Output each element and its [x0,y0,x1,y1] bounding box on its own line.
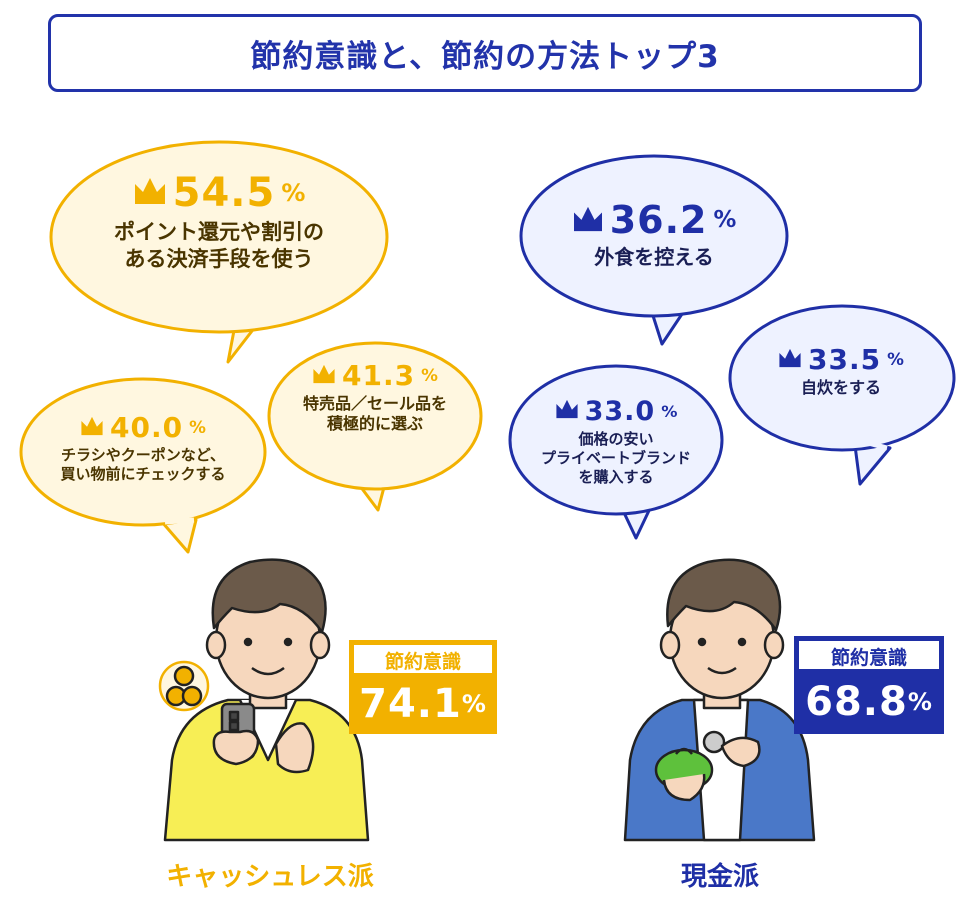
cash-badge-value: 68.8% [805,679,933,725]
percentage-value: 41.3 [342,359,416,392]
cashless-item-3: 40.0% チラシやクーポンなど、 買い物前にチェックする [36,410,250,484]
item-label: チラシやクーポンなど、 [61,445,225,464]
crown-icon [133,168,167,219]
cashless-group-label: キャッシュレス派 [166,862,374,892]
cash-group-label: 現金派 [680,862,759,892]
cashless-badge-value: 74.1% [359,681,487,727]
percentage-value: 36.2 [609,198,708,242]
cash-item-3: 33.0% 価格の安い プライベートブランド を購入する [522,395,710,487]
percentage-value: 33.5 [808,343,882,376]
cashless-item-1: 54.5% ポイント還元や割引の ある決済手段を使う [79,168,359,273]
item-label: ポイント還元や割引の [114,220,324,245]
cashless-awareness-badge [349,640,497,734]
bubble-cash-3 [508,364,724,540]
percentage-value: 54.5 [172,170,276,216]
cash-item-1: 36.2% 外食を控える [540,196,768,270]
item-label: 外食を控える [594,244,714,269]
item-label: プライベートブランド [540,448,691,467]
crown-icon [555,395,579,430]
bubble-cash-1 [519,154,789,346]
item-label: 自炊をする [800,377,881,397]
cash-person-illustration [623,558,816,842]
cashless-item-2: 41.3% 特売品／セール品を 積極的に選ぶ [280,358,470,435]
item-label: ある決済手段を使う [124,247,314,272]
percentage-value: 33.0 [584,396,656,427]
item-label: 買い物前にチェックする [60,465,226,484]
item-label: 積極的に選ぶ [326,414,423,434]
page-title: 節約意識と、節約の方法トップ3 [48,14,922,92]
cash-badge-heading: 節約意識 [830,647,907,669]
percentage-value: 40.0 [110,411,184,444]
crown-icon [312,358,336,394]
item-label: を購入する [578,467,654,486]
cash-awareness-badge [794,636,944,734]
crown-icon [778,342,802,378]
bubble-cash-2 [728,304,956,486]
cashless-badge-heading: 節約意識 [384,651,461,673]
crown-icon [80,410,104,446]
bubble-cashless-3 [19,377,267,554]
cash-item-2: 33.5% 自炊をする [746,342,936,398]
cashless-person-illustration [158,558,370,842]
item-label: 特売品／セール品を [302,393,447,413]
item-label: 価格の安い [578,429,654,448]
crown-icon [572,196,604,245]
